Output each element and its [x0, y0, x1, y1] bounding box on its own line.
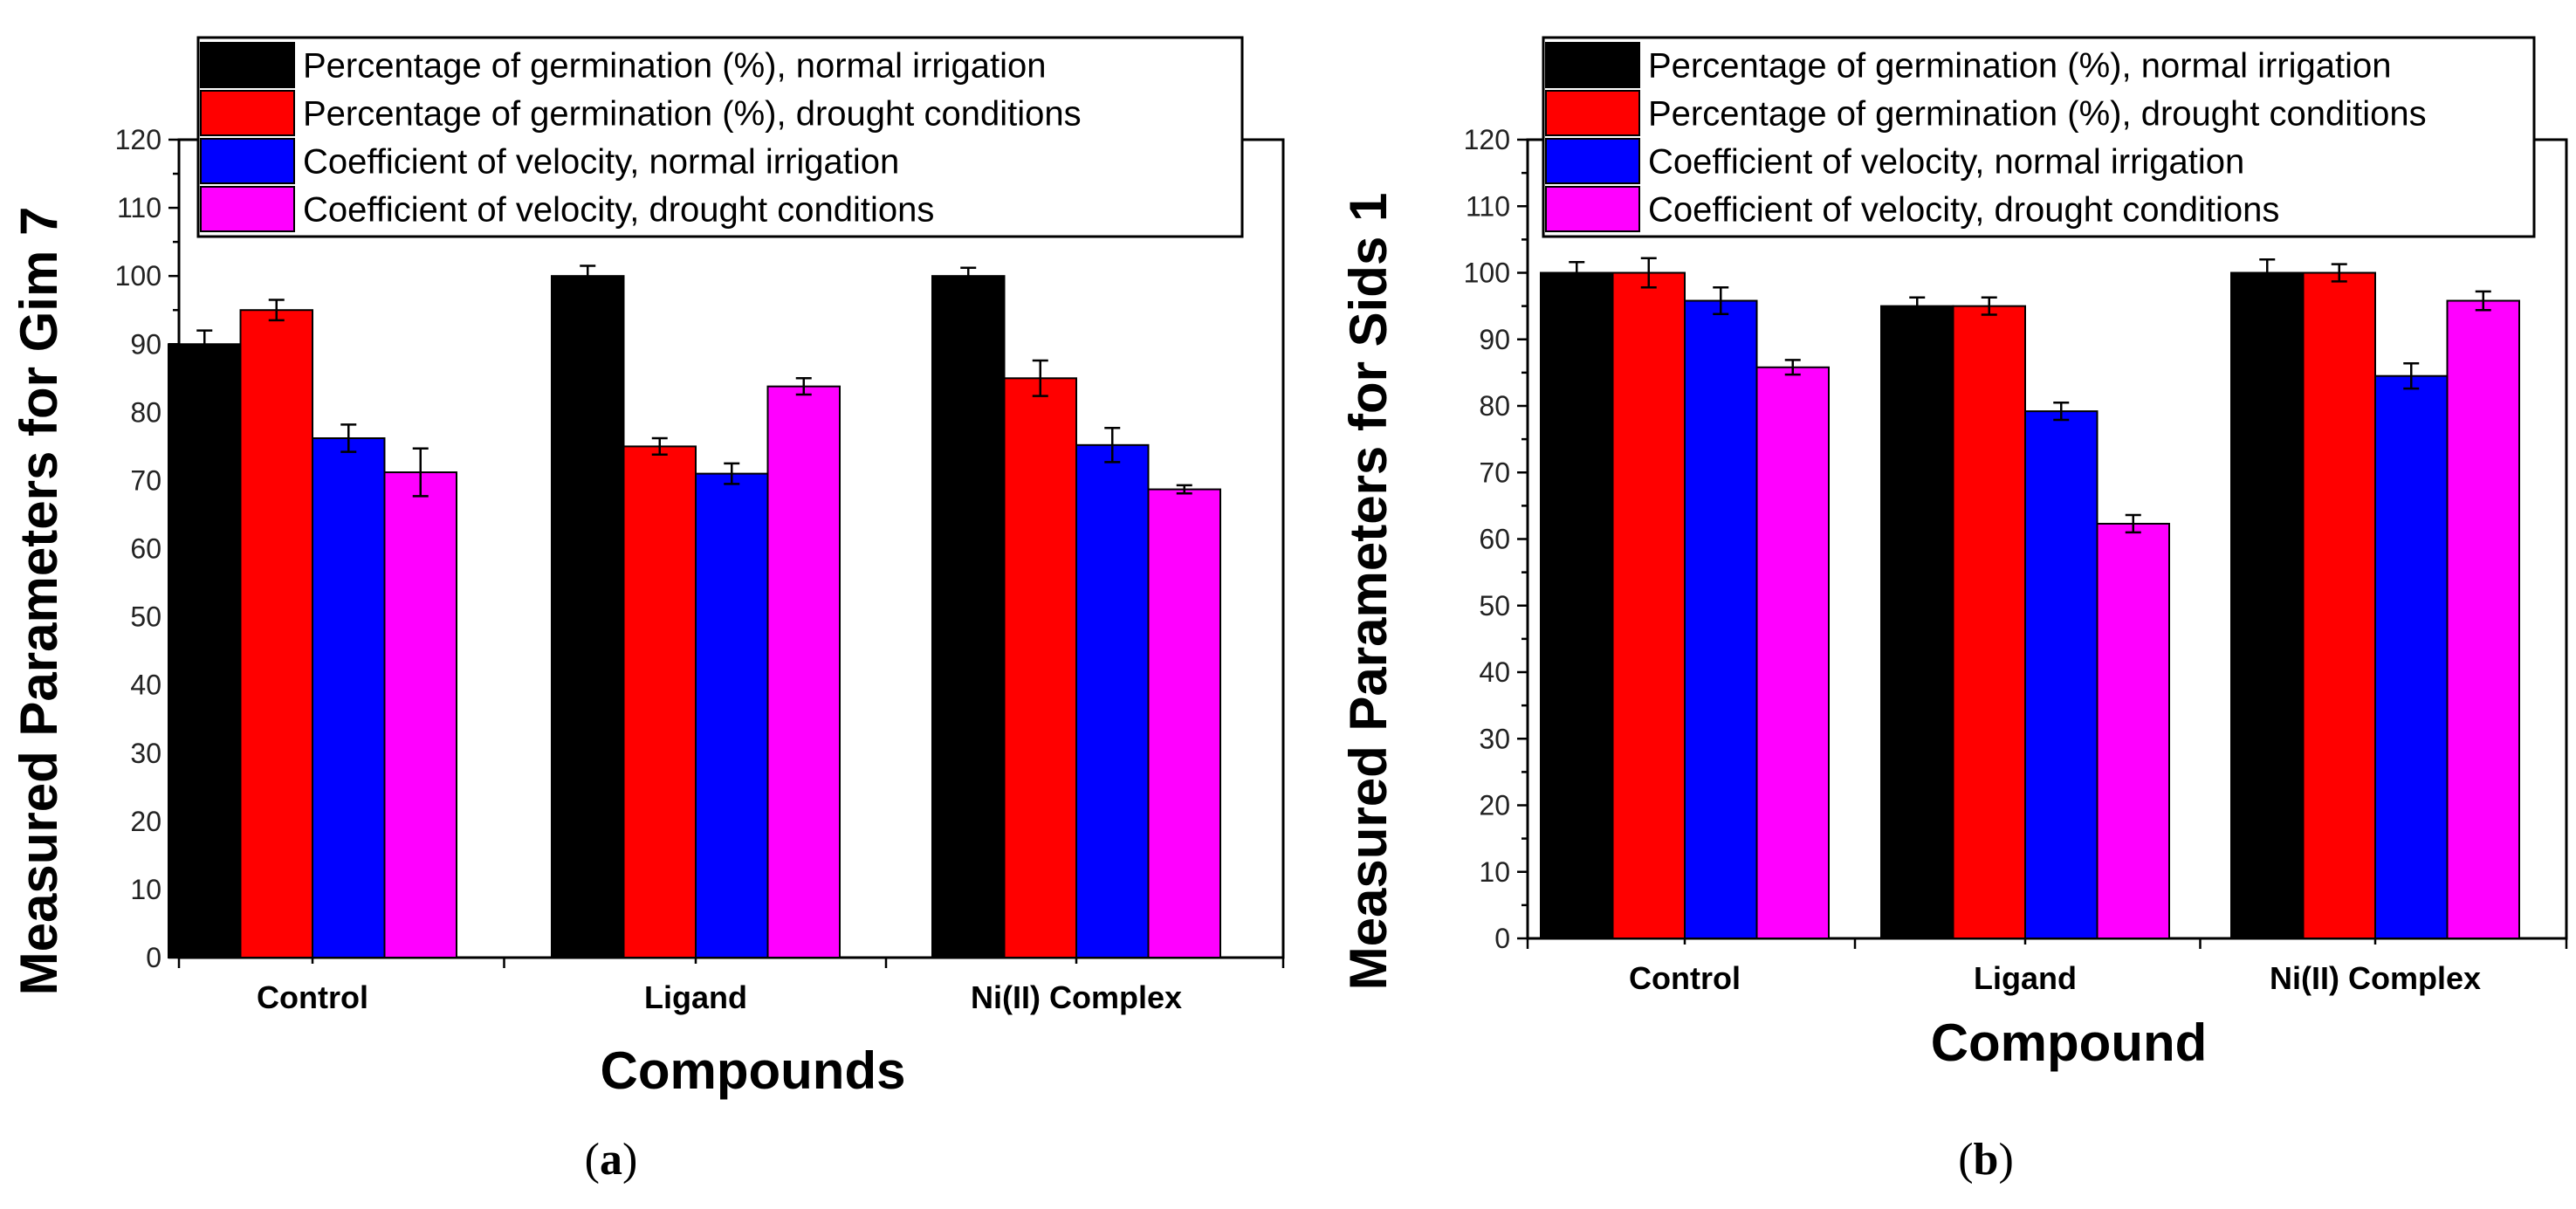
x-axis-title: Compound [1931, 1013, 2208, 1072]
bar [695, 472, 769, 958]
x-category-label: Ni(II) Complex [971, 979, 1182, 1015]
y-tick-label: 30 [130, 738, 161, 769]
y-tick-label: 10 [130, 874, 161, 905]
bar [2446, 299, 2520, 939]
y-tick-label: 60 [1479, 524, 1510, 555]
x-category-label: Ni(II) Complex [2270, 960, 2481, 996]
panel-label: (a) [585, 1135, 638, 1185]
y-tick-label: 20 [130, 806, 161, 837]
bar [1611, 271, 1686, 939]
y-tick-label: 80 [130, 396, 161, 428]
bar [2096, 522, 2170, 940]
y-tick-label: 100 [115, 260, 161, 292]
panel-label: (b) [1958, 1135, 2014, 1185]
legend-swatch [1545, 90, 1640, 136]
legend-label: Percentage of germination (%), normal ir… [1648, 47, 2392, 86]
x-category-label: Ligand [644, 979, 747, 1015]
legend-label: Coefficient of velocity, normal irrigati… [1648, 143, 2244, 182]
y-tick-label: 110 [1466, 190, 1510, 222]
legend-swatch [200, 186, 295, 232]
bar [551, 275, 625, 958]
legend-swatch [200, 42, 295, 88]
legend-label: Percentage of germination (%), normal ir… [303, 47, 1047, 86]
bar [2302, 271, 2376, 939]
bar [766, 385, 841, 958]
y-tick-label: 90 [130, 328, 161, 360]
bar [2024, 410, 2099, 940]
x-category-label: Control [257, 979, 368, 1015]
y-axis-title: Measured Parameters for Gim 7 [10, 207, 68, 996]
bar [1540, 271, 1614, 939]
bar [1075, 443, 1150, 958]
y-tick-label: 0 [146, 942, 161, 973]
x-category-label: Control [1629, 960, 1741, 996]
y-tick-label: 60 [130, 533, 161, 565]
y-tick-label: 100 [1464, 258, 1510, 289]
y-tick-label: 70 [130, 464, 161, 496]
y-tick-label: 40 [1479, 656, 1510, 688]
y-tick-label: 40 [130, 670, 161, 701]
bar [1684, 299, 1758, 939]
y-tick-label: 20 [1479, 790, 1510, 821]
y-tick-label: 120 [115, 124, 161, 155]
legend-label: Coefficient of velocity, drought conditi… [1648, 191, 2279, 230]
legend-label: Percentage of germination (%), drought c… [1648, 95, 2427, 134]
legend-label: Percentage of germination (%), drought c… [303, 95, 1082, 134]
y-tick-label: 120 [1464, 124, 1510, 155]
y-tick-label: 80 [1479, 390, 1510, 422]
legend-box [1542, 36, 2536, 238]
bar [1147, 488, 1221, 958]
legend-box [196, 36, 1244, 238]
bar [1003, 377, 1077, 958]
legend-swatch [200, 138, 295, 184]
legend-swatch [1545, 42, 1640, 88]
bar [1755, 366, 1830, 939]
bar [931, 275, 1006, 958]
bar [2230, 271, 2305, 939]
y-tick-label: 50 [1479, 590, 1510, 622]
chart-panel-b: 0 10 20 30 40 50 60 70 80 90 100 110 120 Control Ligan… [1339, 36, 2568, 1185]
y-tick-label: 90 [1479, 324, 1510, 355]
y-axis-title: Measured Parameters for Sids 1 [1339, 193, 1398, 991]
x-axis-title: Compounds [601, 1041, 906, 1100]
y-tick-label: 30 [1479, 723, 1510, 754]
bar [383, 471, 457, 958]
bar [1952, 305, 2026, 939]
bar [622, 445, 697, 958]
legend-swatch [200, 90, 295, 136]
y-tick-label: 0 [1494, 923, 1510, 954]
y-tick-label: 50 [130, 601, 161, 633]
legend-label: Coefficient of velocity, normal irrigati… [303, 143, 899, 182]
legend-swatch [1545, 186, 1640, 232]
bar [1880, 305, 1954, 939]
legend-swatch [1545, 138, 1640, 184]
chart-panel-a: 0 10 20 30 40 50 60 70 80 90 100 110 120 Control Ligan… [10, 36, 1285, 1185]
x-category-label: Ligand [1974, 960, 2077, 996]
bar [2374, 374, 2449, 939]
y-tick-label: 10 [1479, 856, 1510, 888]
bar [168, 343, 242, 958]
legend-label: Coefficient of velocity, drought conditi… [303, 191, 934, 230]
bar [312, 437, 386, 958]
bar [239, 309, 313, 959]
y-tick-label: 110 [117, 192, 161, 223]
y-tick-label: 70 [1479, 457, 1510, 488]
